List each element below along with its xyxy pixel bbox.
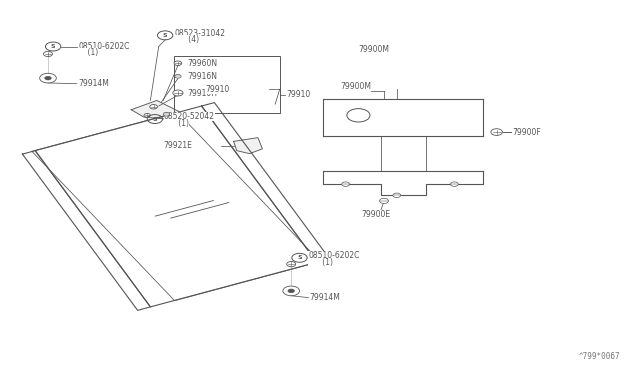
Text: 08520-52042: 08520-52042 (164, 112, 215, 121)
Text: S: S (51, 44, 56, 49)
Text: 79900E: 79900E (362, 210, 391, 219)
Text: (4): (4) (174, 35, 199, 44)
Bar (174, 56, 280, 113)
Text: S: S (163, 33, 168, 38)
Text: (1): (1) (308, 258, 333, 267)
Text: 79914M: 79914M (310, 293, 340, 302)
Text: (1): (1) (164, 119, 189, 128)
Text: S: S (152, 116, 157, 122)
Text: 79900M: 79900M (340, 82, 371, 91)
Text: 79916N: 79916N (187, 72, 217, 81)
Circle shape (451, 182, 458, 186)
Text: 79910H: 79910H (187, 89, 217, 97)
Circle shape (45, 76, 51, 80)
Circle shape (288, 289, 294, 293)
Polygon shape (234, 138, 262, 154)
Circle shape (287, 262, 296, 267)
Text: S: S (297, 255, 302, 260)
Text: 79900M: 79900M (358, 45, 389, 54)
Text: ^799*0067: ^799*0067 (579, 352, 621, 361)
Text: 79960N: 79960N (187, 59, 217, 68)
Circle shape (44, 51, 52, 57)
Circle shape (144, 113, 150, 117)
Text: 79914M: 79914M (78, 79, 109, 88)
Text: 79910: 79910 (205, 85, 229, 94)
Circle shape (173, 90, 183, 96)
Text: 08523-31042: 08523-31042 (174, 29, 225, 38)
Text: 79910: 79910 (286, 90, 310, 99)
Circle shape (283, 286, 300, 296)
Circle shape (393, 193, 401, 198)
Circle shape (491, 129, 502, 135)
Text: 79900F: 79900F (512, 128, 541, 137)
Circle shape (342, 182, 349, 186)
Circle shape (174, 61, 182, 65)
Circle shape (163, 112, 170, 116)
Circle shape (40, 73, 56, 83)
Circle shape (380, 198, 388, 203)
Text: 79921E: 79921E (163, 141, 192, 150)
Circle shape (150, 105, 157, 109)
Text: (1): (1) (78, 48, 99, 57)
Polygon shape (131, 100, 179, 119)
Circle shape (175, 74, 181, 78)
Text: 08510-6202C: 08510-6202C (78, 42, 129, 51)
Text: 08510-6202C: 08510-6202C (308, 251, 360, 260)
